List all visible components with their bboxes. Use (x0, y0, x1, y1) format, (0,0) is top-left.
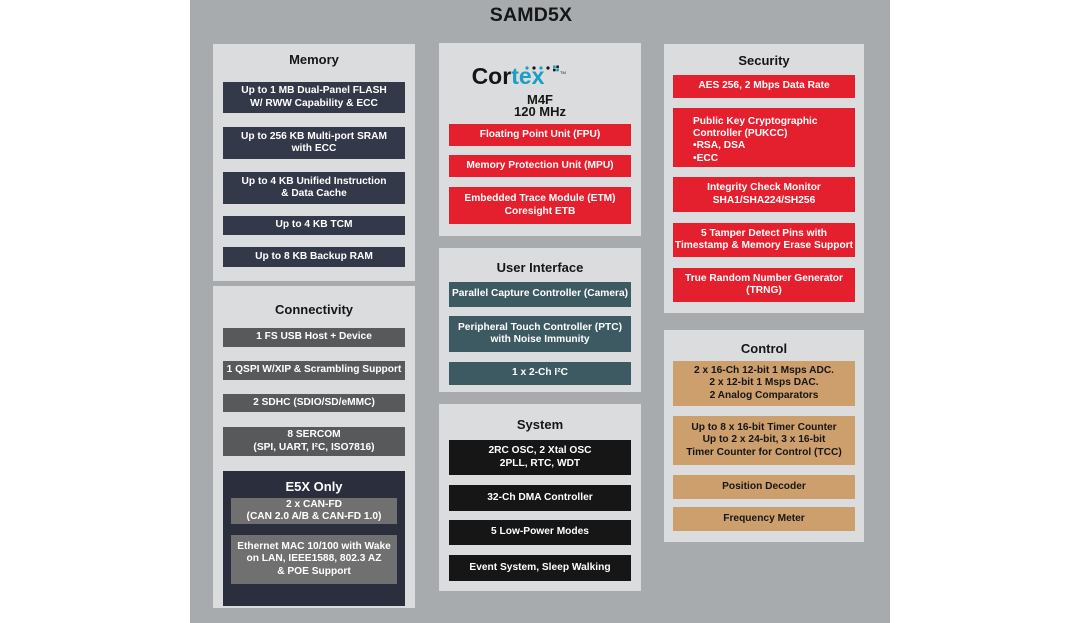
svg-text:TM: TM (560, 70, 566, 75)
svg-text:Cortex: Cortex (472, 63, 545, 88)
